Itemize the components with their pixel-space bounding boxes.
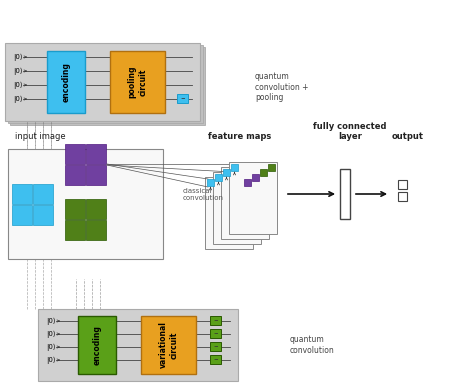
Bar	[210, 355, 221, 364]
Text: |0⟩: |0⟩	[13, 95, 23, 103]
Bar	[215, 174, 222, 181]
Text: encoding: encoding	[62, 62, 71, 102]
Bar	[210, 342, 221, 351]
Bar	[398, 192, 407, 201]
Text: quantum
convolution +
pooling: quantum convolution + pooling	[255, 72, 309, 102]
Bar	[210, 316, 221, 325]
Text: feature maps: feature maps	[209, 132, 272, 141]
Bar	[5, 43, 200, 121]
Text: ~: ~	[180, 96, 185, 101]
Bar	[65, 199, 85, 219]
Bar	[177, 94, 188, 103]
Bar	[12, 184, 32, 204]
Bar	[33, 205, 53, 225]
Text: |0⟩: |0⟩	[46, 343, 55, 350]
Text: |0⟩: |0⟩	[46, 330, 55, 338]
Bar	[12, 205, 32, 225]
Bar	[268, 164, 275, 171]
Bar	[244, 179, 251, 186]
Bar	[47, 51, 85, 113]
Bar	[8, 149, 163, 259]
Bar	[210, 329, 221, 338]
Bar	[86, 165, 106, 185]
Bar	[33, 184, 53, 204]
Text: variational
circuit: variational circuit	[159, 322, 178, 368]
Text: |0⟩: |0⟩	[46, 317, 55, 324]
Text: input image: input image	[15, 132, 65, 141]
Bar	[213, 172, 261, 244]
Bar	[340, 169, 350, 219]
Bar	[207, 179, 214, 186]
Bar	[110, 51, 165, 113]
Bar	[205, 177, 253, 249]
Text: |0⟩: |0⟩	[13, 53, 23, 61]
Bar	[229, 162, 277, 234]
Bar	[223, 169, 230, 176]
Bar	[8, 45, 203, 123]
Text: |0⟩: |0⟩	[13, 67, 23, 75]
Text: ~: ~	[213, 331, 218, 336]
Text: output: output	[392, 132, 424, 141]
Bar	[86, 220, 106, 240]
Text: ~: ~	[213, 357, 218, 362]
Bar	[260, 169, 267, 176]
Text: ~: ~	[213, 344, 218, 349]
Text: pooling
circuit: pooling circuit	[128, 66, 147, 98]
Text: classical
convolution: classical convolution	[183, 187, 224, 200]
Bar	[398, 180, 407, 189]
Bar	[252, 174, 259, 181]
Text: encoding: encoding	[92, 325, 101, 365]
Bar	[10, 47, 205, 125]
Bar	[86, 199, 106, 219]
Bar	[231, 164, 238, 171]
Bar	[141, 316, 196, 374]
Bar	[78, 316, 116, 374]
Bar	[65, 165, 85, 185]
Bar	[86, 144, 106, 164]
Text: |0⟩: |0⟩	[13, 81, 23, 89]
Bar	[38, 309, 238, 381]
Text: |0⟩: |0⟩	[46, 356, 55, 364]
Bar	[221, 167, 269, 239]
Text: fully connected
layer: fully connected layer	[313, 122, 387, 141]
Bar	[65, 220, 85, 240]
Bar	[65, 144, 85, 164]
Text: quantum
convolution: quantum convolution	[290, 335, 335, 355]
Text: ~: ~	[213, 318, 218, 323]
